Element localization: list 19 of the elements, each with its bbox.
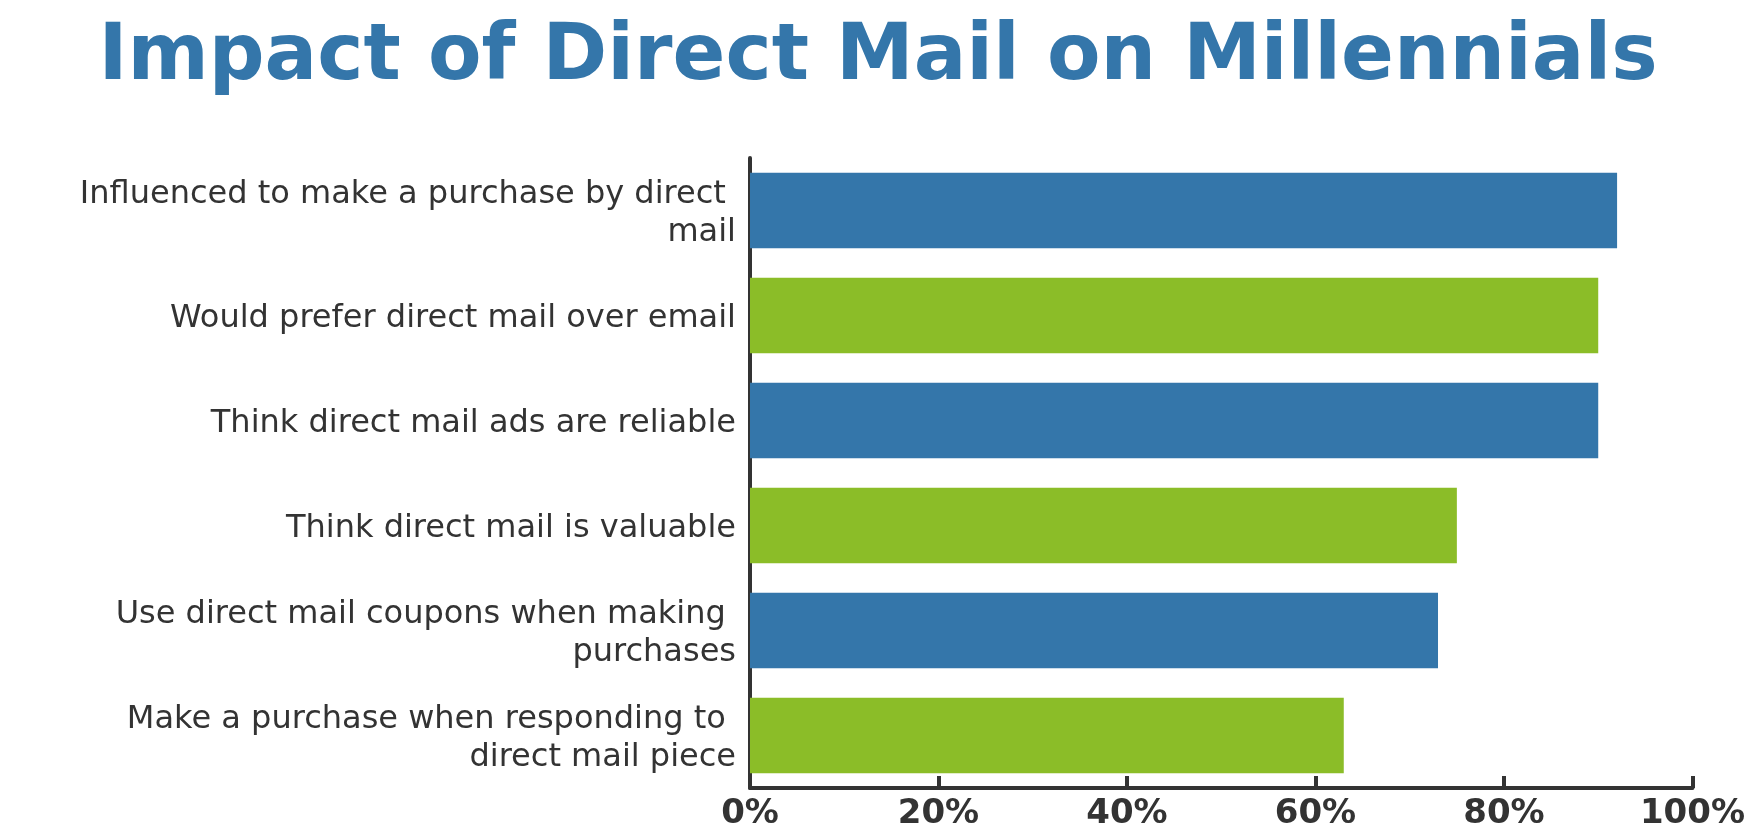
- bar: [750, 382, 1599, 459]
- y-tick-label: Use direct mail coupons when making purchases: [115, 592, 736, 669]
- x-tick-label: 40%: [1086, 791, 1168, 831]
- bar: [750, 697, 1344, 774]
- bar: [750, 277, 1599, 354]
- x-tick-label: 0%: [721, 791, 779, 831]
- y-tick-label: Make a purchase when responding to direct mail piece: [126, 697, 736, 774]
- bar: [750, 592, 1439, 669]
- y-tick-label: Would prefer direct mail over email: [170, 296, 736, 335]
- y-tick-label: Think direct mail ads are reliable: [209, 401, 736, 440]
- x-tick-label: 100%: [1639, 791, 1745, 831]
- y-tick-label: Influenced to make a purchase by direct mail: [79, 172, 736, 249]
- bar: [750, 172, 1618, 249]
- y-tick-label: Think direct mail is valuable: [284, 506, 736, 545]
- x-tick-label: 60%: [1274, 791, 1357, 831]
- bar: [750, 487, 1457, 564]
- x-tick-label: 80%: [1463, 791, 1545, 831]
- chart-title: Impact of Direct Mail on Millennials: [98, 7, 1658, 97]
- x-tick-label: 20%: [897, 791, 980, 831]
